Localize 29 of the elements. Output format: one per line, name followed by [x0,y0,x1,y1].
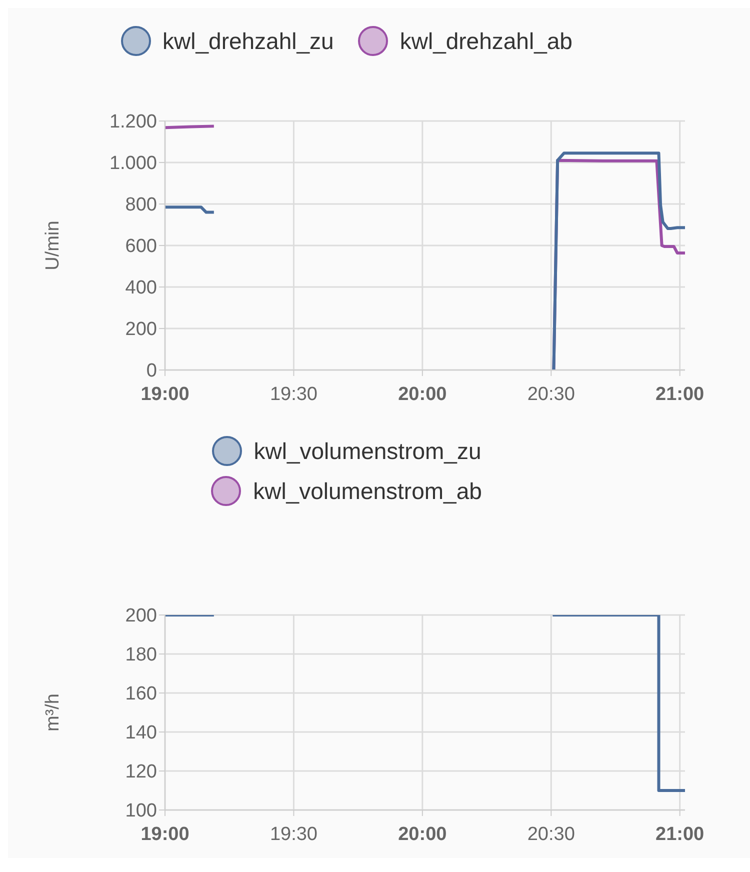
x-tick-label: 20:00 [398,824,447,845]
legend-label: kwl_volumenstrom_zu [254,438,482,464]
y-tick-label: 1.000 [109,153,157,174]
y-tick-label: 140 [125,722,157,744]
legend-label: kwl_volumenstrom_ab [253,478,482,504]
y-axis-title: U/min [42,220,64,270]
y-tick-label: 600 [125,236,157,258]
legend-label: kwl_drehzahl_zu [162,28,334,54]
y-tick-label: 200 [125,606,157,627]
x-tick-label: 20:00 [398,384,447,405]
x-tick-label: 19:30 [270,824,318,845]
y-axis-title: m³/h [42,694,64,732]
x-tick-label: 19:00 [140,824,190,845]
y-tick-label: 100 [125,800,157,822]
x-tick-label: 20:30 [527,824,575,845]
x-tick-label: 19:00 [140,384,190,405]
y-tick-label: 800 [125,194,157,216]
x-tick-label: 21:00 [656,384,704,405]
legend-label: kwl_drehzahl_ab [400,28,572,54]
y-tick-label: 0 [146,360,157,382]
y-tick-label: 1.200 [109,112,157,133]
y-tick-label: 400 [125,278,157,299]
y-tick-label: 180 [125,644,157,666]
y-tick-label: 200 [125,319,157,340]
y-tick-label: 120 [125,762,157,783]
y-tick-label: 160 [125,684,157,705]
x-tick-label: 21:00 [656,824,704,845]
x-tick-label: 20:30 [527,384,575,405]
x-tick-label: 19:30 [270,384,318,405]
